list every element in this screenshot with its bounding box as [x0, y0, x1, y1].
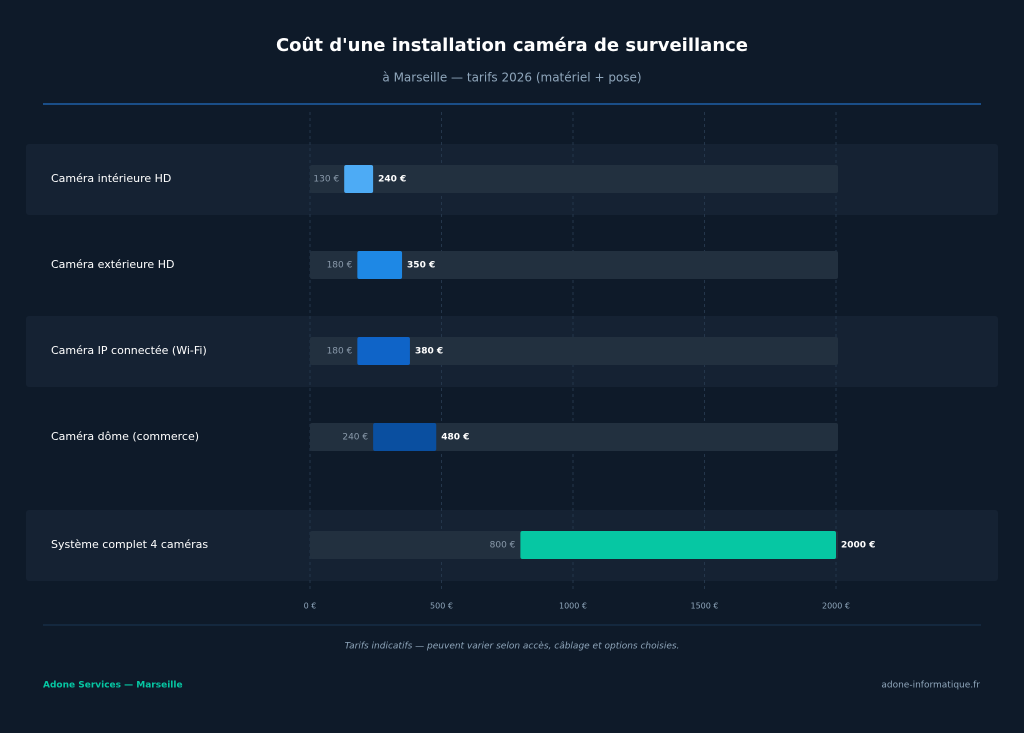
bar [357, 337, 410, 365]
category-label: Caméra extérieure HD [51, 258, 174, 271]
low-label: 800 € [490, 541, 516, 551]
plot: 0 € 500 € 1000 € 1500 € 2000 € Caméra intérie… [26, 112, 998, 611]
high-label: 480 € [441, 433, 469, 443]
track [310, 423, 838, 451]
x-tick-label: 500 € [430, 602, 453, 611]
track [310, 165, 838, 193]
low-label: 240 € [342, 433, 368, 443]
low-label: 180 € [327, 261, 353, 271]
low-label: 130 € [313, 175, 339, 185]
category-label: Caméra intérieure HD [51, 172, 171, 185]
x-tick-label: 1500 € [691, 602, 719, 611]
x-tick-label: 0 € [304, 602, 317, 611]
category-label: Caméra dôme (commerce) [51, 430, 199, 443]
chart-title: Coût d'une installation caméra de survei… [276, 35, 748, 56]
chart-subtitle: à Marseille — tarifs 2026 (matériel + po… [382, 71, 641, 85]
low-label: 180 € [327, 347, 353, 357]
category-label: Caméra IP connectée (Wi-Fi) [51, 344, 207, 357]
high-label: 2000 € [841, 541, 875, 551]
track [310, 337, 838, 365]
high-label: 380 € [415, 347, 443, 357]
footer-note: Tarifs indicatifs — peuvent varier selon… [345, 641, 680, 652]
track [310, 251, 838, 279]
category-label: Système complet 4 caméras [51, 538, 208, 551]
high-label: 350 € [407, 261, 435, 271]
brand: Adone Services — Marseille [43, 681, 183, 691]
website: adone-informatique.fr [881, 681, 980, 691]
bar [520, 531, 836, 559]
x-tick-label: 2000 € [822, 602, 850, 611]
bar [357, 251, 403, 279]
bar [373, 423, 437, 451]
x-tick-label: 1000 € [559, 602, 587, 611]
high-label: 240 € [378, 175, 406, 185]
bar [344, 165, 374, 193]
